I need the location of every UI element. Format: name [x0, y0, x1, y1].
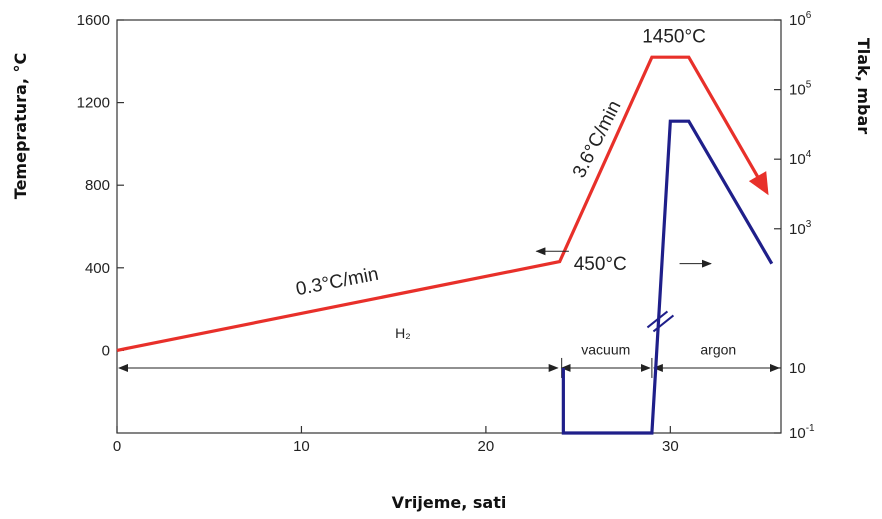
y2-tick-exponent: -1	[806, 423, 815, 434]
annotation-label: argon	[700, 342, 736, 358]
phase-ranges	[118, 357, 780, 378]
pressure-line	[561, 119, 774, 435]
annotation-label: 1450°C	[642, 27, 706, 48]
x-axis-title: Vrijeme, sati	[392, 493, 507, 512]
annotations: 0.3°C/min 3.6°C/min 1450°C 450°C H₂ vacuum arg…	[294, 27, 736, 358]
x-tick-label: 0	[113, 438, 121, 455]
y2-tick-label: 10-1	[789, 423, 815, 442]
y2-tick-exponent: 4	[806, 149, 812, 160]
plot-area-border	[116, 19, 782, 434]
y2-tick-exponent: 6	[806, 10, 812, 21]
axis-ticks: 0 10 20 30 0 400 800 1200 1600 10-1 10 103 104 105 106	[77, 10, 815, 455]
axis-break-mark	[652, 314, 675, 333]
y-tick-label: 0	[102, 342, 110, 359]
y2-tick-label: 10	[789, 360, 806, 377]
plot-frame	[116, 19, 782, 434]
annotation-label: 0.3°C/min	[294, 264, 380, 301]
annotation-label: vacuum	[581, 342, 630, 358]
y-tick-label: 800	[85, 177, 110, 194]
temperature-line	[116, 55, 764, 352]
axis-break-mark	[646, 310, 669, 329]
annotation-label: 3.6°C/min	[569, 97, 626, 181]
x-tick-label: 10	[293, 438, 310, 455]
y2-axis-title: Tlak, mbar	[854, 38, 873, 134]
annotation-label: H₂	[395, 325, 411, 341]
y-tick-label: 400	[85, 260, 110, 277]
y-tick-label: 1600	[77, 12, 110, 29]
temperature-arrowhead	[748, 171, 769, 196]
x-tick-label: 20	[478, 438, 495, 455]
y2-tick-label: 105	[789, 80, 812, 99]
y-tick-label: 1200	[77, 95, 110, 112]
y-axis-title: Temepratura, °C	[11, 53, 30, 199]
y2-tick-label: 103	[789, 219, 812, 238]
series-lines	[116, 55, 774, 435]
y2-tick-label: 106	[789, 10, 812, 29]
y2-tick-label: 104	[789, 149, 812, 168]
y2-tick-exponent: 5	[806, 80, 812, 91]
x-tick-label: 30	[662, 438, 679, 455]
annotation-label: 450°C	[574, 254, 627, 275]
y2-tick-exponent: 3	[806, 219, 812, 230]
